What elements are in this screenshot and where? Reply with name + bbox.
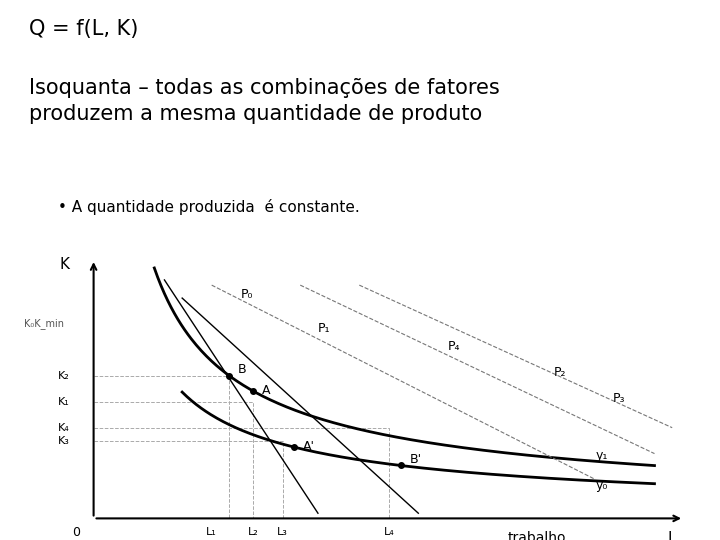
Text: L₄: L₄	[384, 528, 394, 537]
Text: K₃: K₃	[58, 436, 70, 446]
Text: A': A'	[303, 440, 315, 453]
Text: y₀: y₀	[595, 478, 608, 491]
Text: P₂: P₂	[554, 366, 567, 379]
Text: trabalho: trabalho	[507, 531, 566, 540]
Text: K: K	[59, 257, 69, 272]
Text: B: B	[238, 363, 247, 376]
Text: y₁: y₁	[595, 449, 608, 462]
Text: L₁: L₁	[207, 528, 217, 537]
Text: A: A	[262, 383, 271, 396]
Text: P₁: P₁	[318, 322, 330, 335]
Text: B': B'	[410, 453, 422, 466]
Text: L₃: L₃	[277, 528, 288, 537]
Text: P₀: P₀	[241, 288, 253, 301]
Text: K₀K_min: K₀K_min	[24, 319, 64, 329]
Text: 0: 0	[72, 526, 80, 539]
Text: L₂: L₂	[248, 528, 258, 537]
Text: • A quantidade produzida  é constante.: • A quantidade produzida é constante.	[58, 199, 359, 215]
Text: P₃: P₃	[613, 392, 626, 405]
Text: P₄: P₄	[448, 340, 460, 353]
Text: Q = f(L, K): Q = f(L, K)	[29, 19, 138, 39]
Text: L: L	[668, 531, 677, 540]
Text: K₂: K₂	[58, 371, 70, 381]
Text: Isoquanta – todas as combinações de fatores
produzem a mesma quantidade de produ: Isoquanta – todas as combinações de fato…	[29, 78, 500, 124]
Text: K₁: K₁	[58, 397, 70, 407]
Text: K₄: K₄	[58, 423, 70, 433]
